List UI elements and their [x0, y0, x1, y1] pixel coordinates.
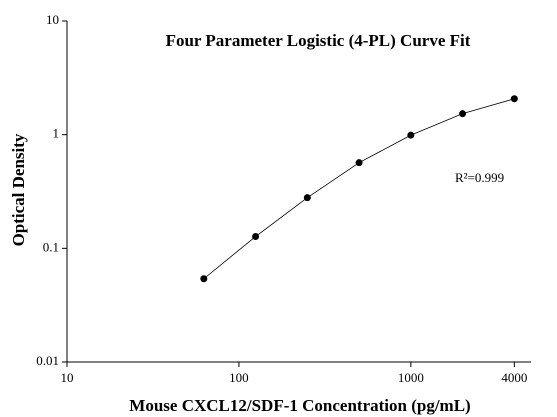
data-point [510, 95, 518, 103]
x-tick-label: 1000 [398, 370, 424, 385]
y-axis-title: Optical Density [9, 133, 28, 246]
fit-curve [203, 98, 515, 280]
chart-title: Four Parameter Logistic (4-PL) Curve Fit [166, 31, 471, 50]
x-tick-label: 10 [61, 370, 74, 385]
x-tick-label: 100 [229, 370, 249, 385]
data-point [252, 233, 260, 241]
x-tick-label: 4000 [501, 370, 527, 385]
data-point [200, 275, 208, 283]
data-point [355, 159, 363, 167]
y-tick-label: 10 [46, 12, 59, 27]
data-point [407, 131, 415, 139]
y-tick-label: 0.1 [43, 239, 59, 254]
x-axis-title: Mouse CXCL12/SDF-1 Concentration (pg/mL) [129, 396, 470, 415]
data-point [303, 194, 311, 202]
y-tick-label: 0.01 [36, 353, 59, 368]
y-tick-label: 1 [53, 126, 60, 141]
annotation: R²=0.999 [455, 170, 504, 185]
data-point [459, 110, 467, 118]
